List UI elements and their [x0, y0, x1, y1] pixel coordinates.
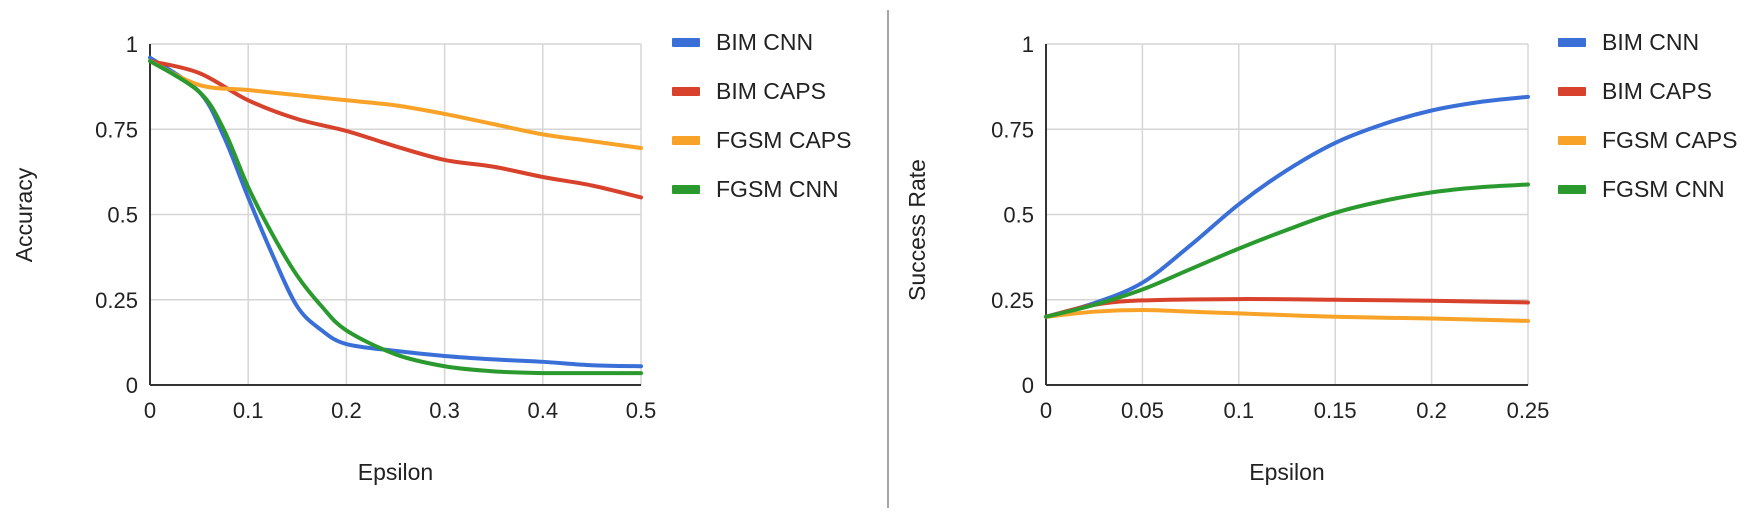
- series-line-fgsm-cnn: [148, 59, 643, 376]
- y-tick-label: 0.75: [95, 117, 138, 142]
- series-line-fgsm-caps: [1044, 307, 1530, 323]
- x-tick-label: 0.5: [626, 398, 657, 423]
- legend-label-bim-cnn: BIM CNN: [1602, 29, 1699, 55]
- x-tick-label: 0.3: [429, 398, 460, 423]
- y-tick-label: 0.5: [1003, 203, 1034, 228]
- x-tick-label: 0.4: [528, 398, 559, 423]
- series-line-bim-cnn: [1044, 94, 1530, 319]
- y-tick-label: 0: [126, 373, 138, 398]
- legend-swatch-bim-caps: [1558, 87, 1586, 96]
- legend-label-bim-caps: BIM CAPS: [716, 78, 826, 104]
- legend-label-bim-caps: BIM CAPS: [1602, 78, 1712, 104]
- series-line-bim-cnn: [148, 55, 643, 369]
- legend-swatch-bim-cnn: [1558, 38, 1586, 47]
- legend-label-fgsm-cnn: FGSM CNN: [1602, 176, 1725, 202]
- legend-swatch-fgsm-cnn: [1558, 185, 1586, 194]
- y-tick-label: 0: [1022, 373, 1034, 398]
- legend-swatch-fgsm-cnn: [672, 185, 700, 194]
- x-tick-label: 0.05: [1121, 398, 1164, 423]
- legend-swatch-fgsm-caps: [672, 136, 700, 145]
- legend-swatch-bim-caps: [672, 87, 700, 96]
- y-tick-label: 0.75: [991, 117, 1034, 142]
- legend: BIM CNN BIM CAPS FGSM CAPS FGSM CNN: [672, 29, 851, 202]
- series-line-bim-caps: [148, 59, 643, 200]
- x-tick-label: 0.1: [233, 398, 264, 423]
- y-tick-label: 0.25: [95, 288, 138, 313]
- y-tick-label: 1: [126, 32, 138, 57]
- x-tick-label: 0.2: [331, 398, 362, 423]
- y-tick-label: 0.25: [991, 288, 1034, 313]
- y-tick-label: 1: [1022, 32, 1034, 57]
- x-axis-title: Epsilon: [358, 459, 433, 485]
- legend-label-fgsm-cnn: FGSM CNN: [716, 176, 839, 202]
- x-tick-label: 0: [1040, 398, 1052, 423]
- x-tick-label: 0.25: [1507, 398, 1550, 423]
- legend-swatch-bim-cnn: [672, 38, 700, 47]
- y-axis-title: Success Rate: [904, 159, 930, 301]
- x-axis-title: Epsilon: [1249, 459, 1324, 485]
- legend-label-fgsm-caps: FGSM CAPS: [1602, 127, 1737, 153]
- legend: BIM CNN BIM CAPS FGSM CAPS FGSM CNN: [1558, 29, 1737, 202]
- legend-swatch-fgsm-caps: [1558, 136, 1586, 145]
- series-line-fgsm-cnn: [1044, 182, 1530, 319]
- x-tick-label: 0: [144, 398, 156, 423]
- chart-panel-1: 0 0.1 0.2 0.3 0.4 0.5 0 0.25 0.5 0.75 1 Epsilon Accu…: [11, 29, 851, 485]
- legend-label-bim-cnn: BIM CNN: [716, 29, 813, 55]
- series-line-fgsm-caps: [148, 59, 643, 151]
- x-tick-label: 0.2: [1416, 398, 1447, 423]
- y-tick-label: 0.5: [107, 203, 138, 228]
- x-tick-label: 0.1: [1224, 398, 1255, 423]
- y-axis-title: Accuracy: [11, 167, 37, 262]
- legend-label-fgsm-caps: FGSM CAPS: [716, 127, 851, 153]
- chart-panel-2: 0 0.05 0.1 0.15 0.2 0.25 0 0.25 0.5 0.75 1 Epsilon S…: [904, 29, 1737, 485]
- x-tick-label: 0.15: [1314, 398, 1357, 423]
